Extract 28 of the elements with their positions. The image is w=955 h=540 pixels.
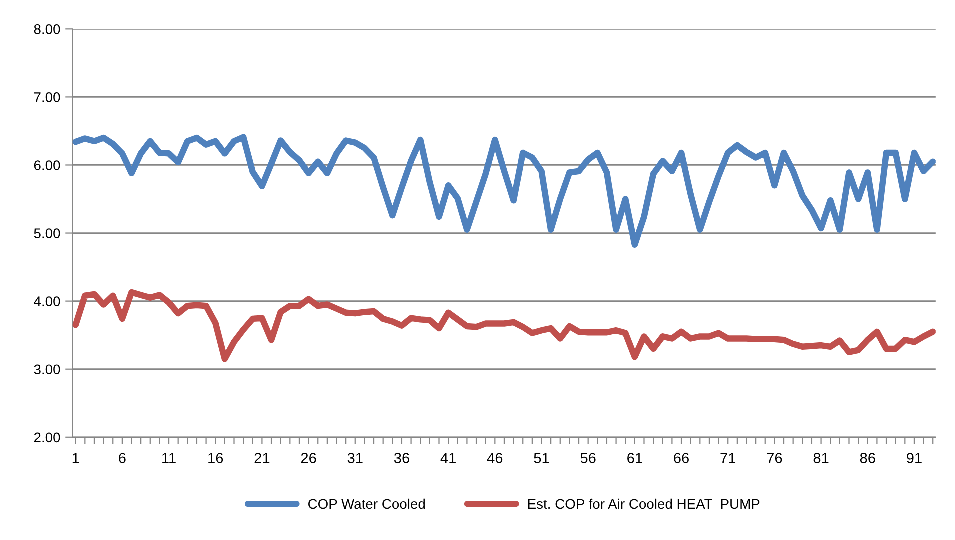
x-tick-label: 91 (907, 453, 922, 464)
x-tick-label: 6 (119, 453, 126, 464)
y-tick-label: 3.00 (34, 364, 60, 375)
x-tick-label: 26 (301, 453, 316, 464)
y-tick-label: 6.00 (34, 160, 60, 170)
x-tick-label: 46 (487, 453, 503, 464)
y-tick-label: 8.00 (34, 24, 60, 34)
x-tick-label: 36 (394, 453, 410, 464)
x-tick-label: 81 (814, 453, 829, 464)
x-tick-label: 16 (208, 453, 224, 464)
y-tick-label: 5.00 (34, 228, 60, 238)
x-tick-label: 56 (580, 453, 596, 464)
x-tick-label: 71 (720, 453, 736, 464)
x-tick-label: 31 (348, 453, 363, 464)
x-tick-label: 76 (767, 453, 782, 464)
y-tick-label: 7.00 (34, 92, 60, 102)
x-tick-label: 21 (254, 453, 270, 464)
x-tick-label: 51 (534, 453, 550, 464)
y-tick-label: 4.00 (34, 296, 60, 306)
x-tick-label: 11 (162, 453, 176, 464)
x-tick-label: 1 (72, 453, 80, 464)
legend-label: COP Water Cooled (308, 498, 426, 510)
x-tick-label: 61 (628, 453, 642, 464)
x-tick-label: 86 (860, 453, 876, 464)
x-tick-label: 66 (674, 453, 689, 464)
x-tick-label: 41 (440, 453, 456, 464)
legend-label: Est. COP for Air Cooled HEAT PUMP (528, 498, 760, 510)
y-tick-label: 2.00 (34, 432, 60, 443)
